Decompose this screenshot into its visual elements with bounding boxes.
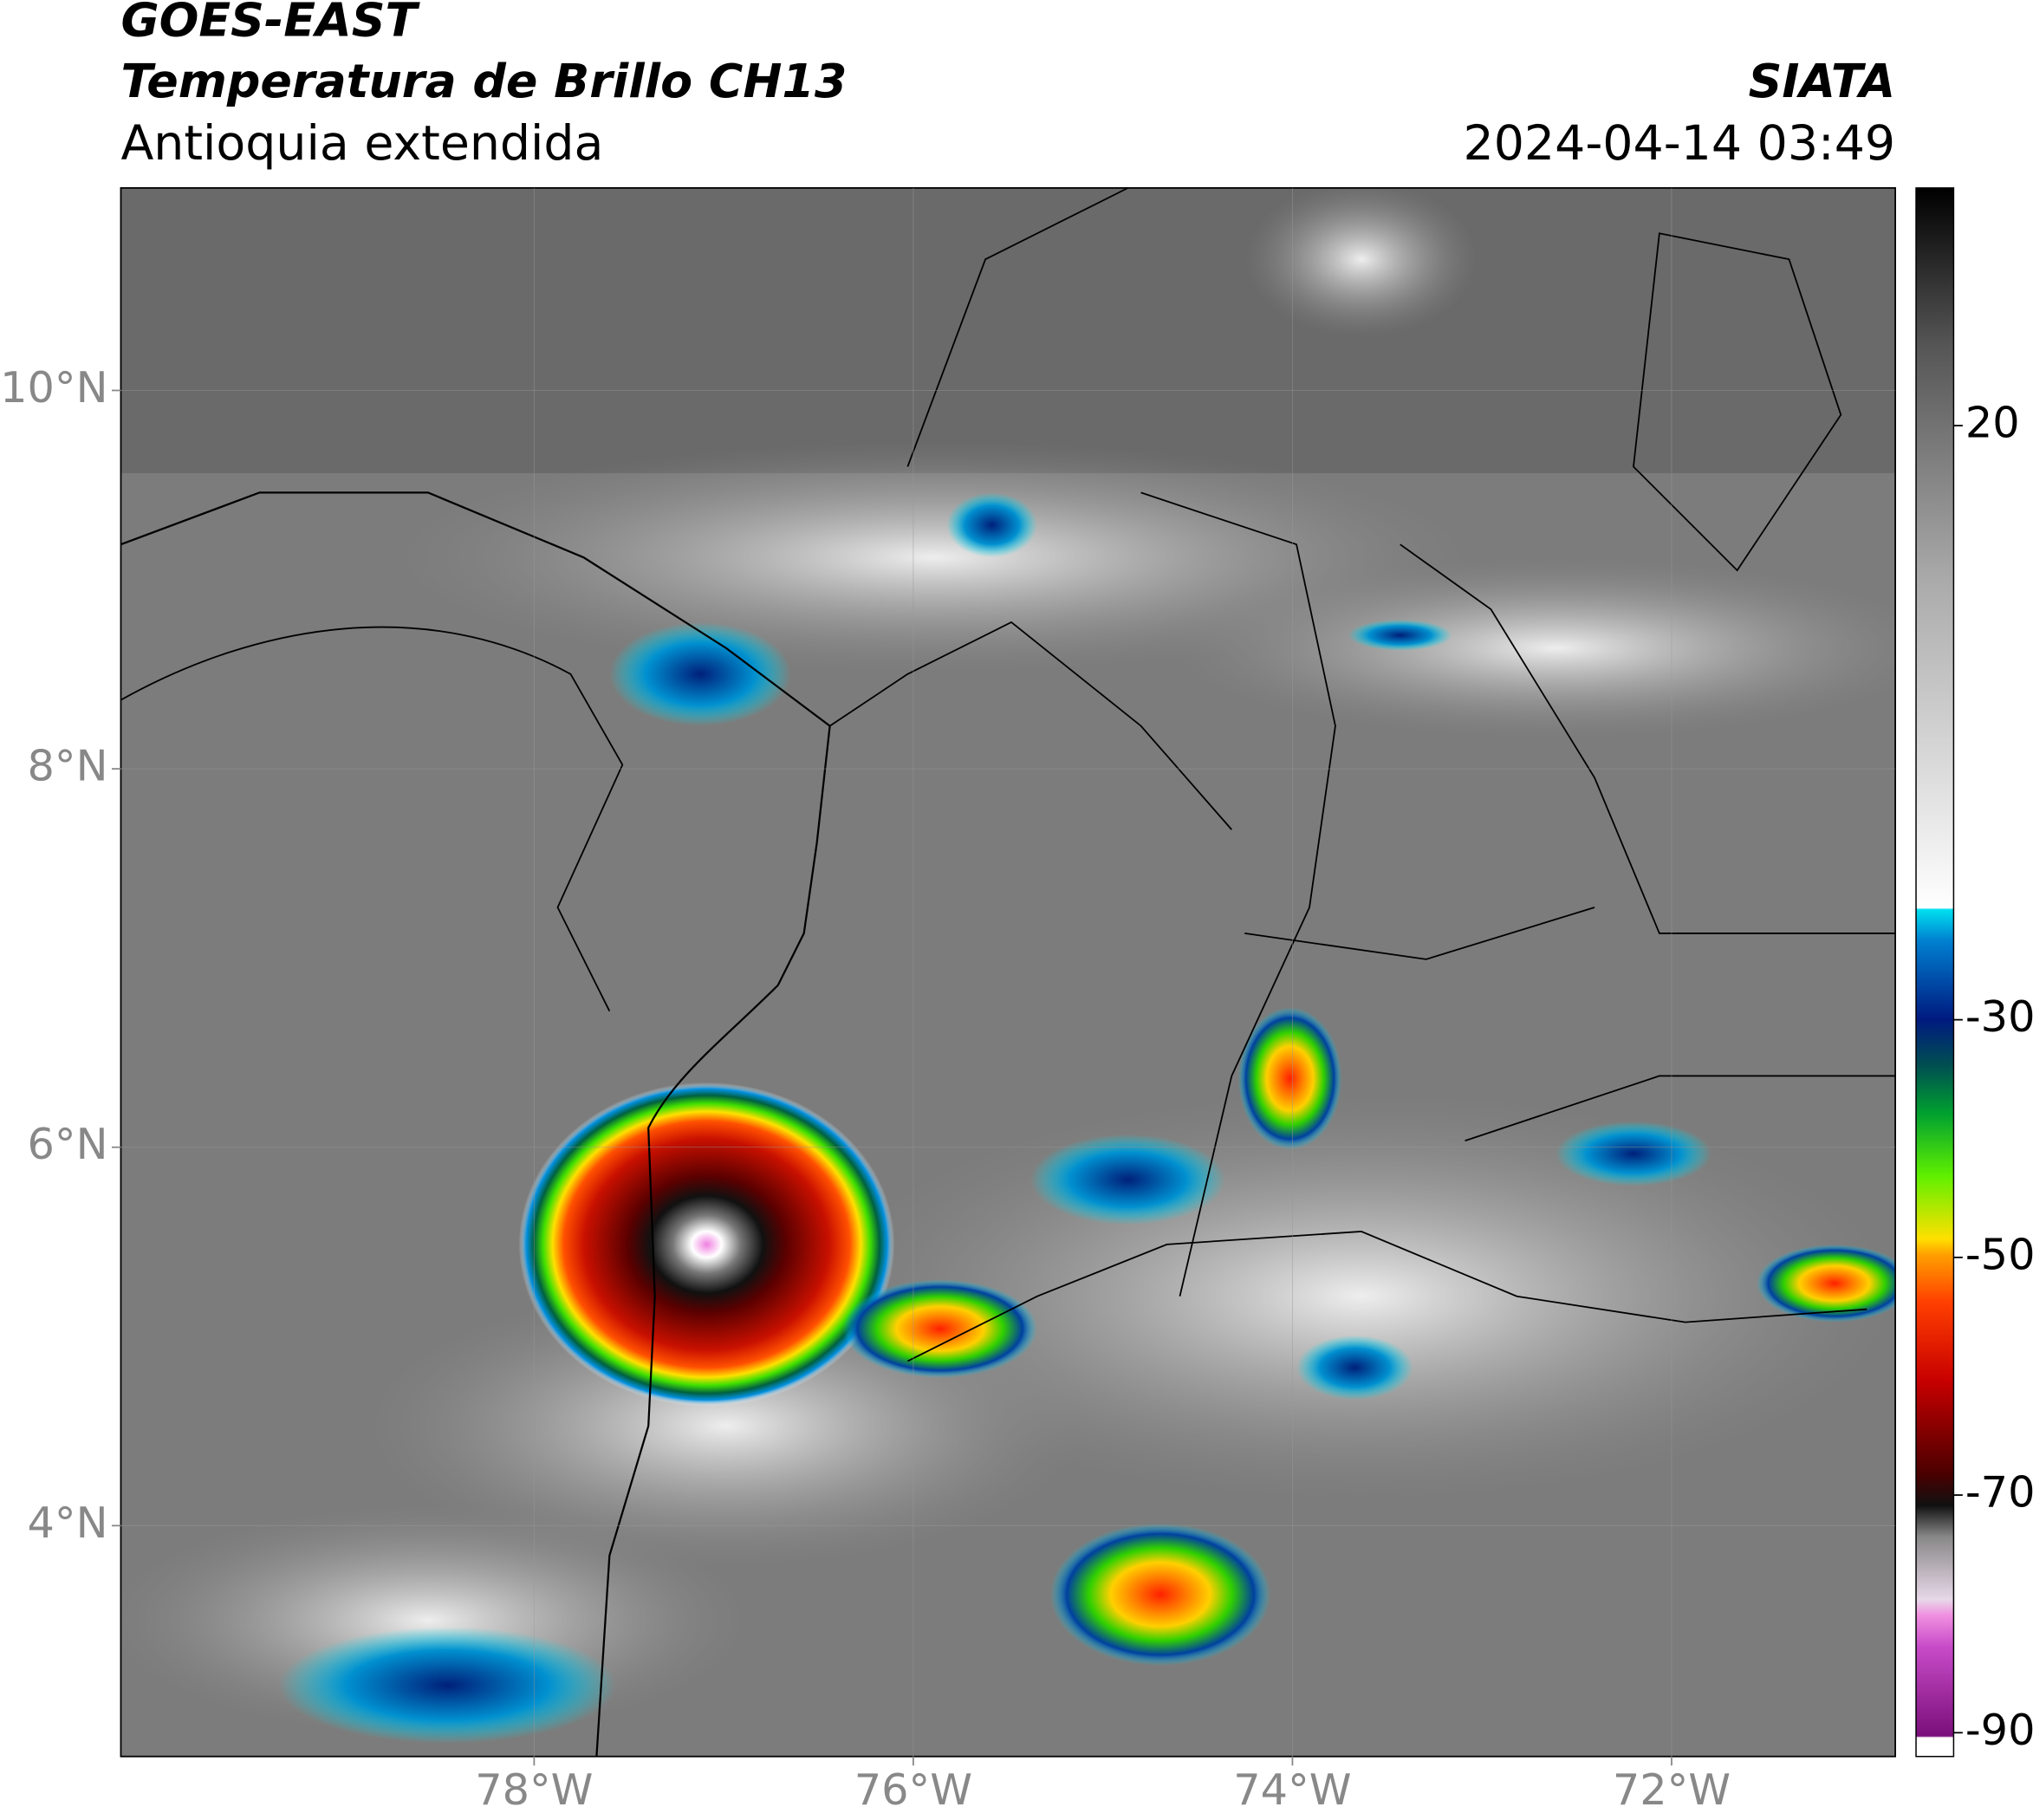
colorbar-tick-label: 20 xyxy=(1965,398,2020,448)
x-tick-label: 72°W xyxy=(1613,1765,1731,1815)
y-tick-label: 4°N xyxy=(28,1498,108,1548)
border xyxy=(120,187,1896,1362)
region: Antioquia extendida xyxy=(120,116,603,172)
datetime: 2024-04-14 03:49 xyxy=(1464,116,1896,172)
cold-cloud xyxy=(609,621,791,726)
cold-cloud xyxy=(278,1627,616,1744)
x-tick-label: 78°W xyxy=(475,1765,593,1815)
x-tick-label: 76°W xyxy=(854,1765,972,1815)
source: SIATA xyxy=(1749,54,1896,108)
subtitle: Temperatura de Brillo CH13 xyxy=(120,54,847,108)
colorbar-tick-label: -90 xyxy=(1965,1705,2033,1755)
map-axes: 78°W 76°W 74°W 72°W 10°N 8°N 6°N 4°N xyxy=(0,187,1896,1815)
cold-cloud xyxy=(1348,619,1452,651)
colorbar xyxy=(1915,187,1955,1758)
y-tick-label: 8°N xyxy=(28,741,108,791)
cold-cloud xyxy=(946,492,1037,558)
cold-cloud xyxy=(1030,1134,1225,1225)
cold-cloud xyxy=(1296,1335,1413,1401)
cold-cloud xyxy=(1556,1121,1711,1186)
cloud-field xyxy=(120,187,1896,473)
colorbar-tick-label: -50 xyxy=(1965,1229,2033,1279)
y-tick-label: 6°N xyxy=(28,1119,108,1169)
x-tick-label: 74°W xyxy=(1233,1765,1351,1815)
colorbar-tick-label: -70 xyxy=(1965,1467,2033,1518)
map-frame xyxy=(120,186,1896,1758)
convective-cell xyxy=(1237,1007,1342,1150)
cloud-field xyxy=(1166,557,1896,739)
colorbar-axis: 20 -30 -50 -70 -90 xyxy=(1953,398,2033,1755)
y-tick-label: 10°N xyxy=(0,362,107,413)
map xyxy=(120,187,1896,1757)
cloud-field xyxy=(1244,187,1478,337)
title: GOES-EAST xyxy=(120,0,420,48)
convective-cell xyxy=(1049,1523,1271,1667)
colorbar-tick-label: -30 xyxy=(1965,991,2033,1042)
convective-cell xyxy=(842,1279,1037,1378)
convective-storm xyxy=(518,1082,895,1407)
convective-cell xyxy=(1757,1244,1896,1323)
